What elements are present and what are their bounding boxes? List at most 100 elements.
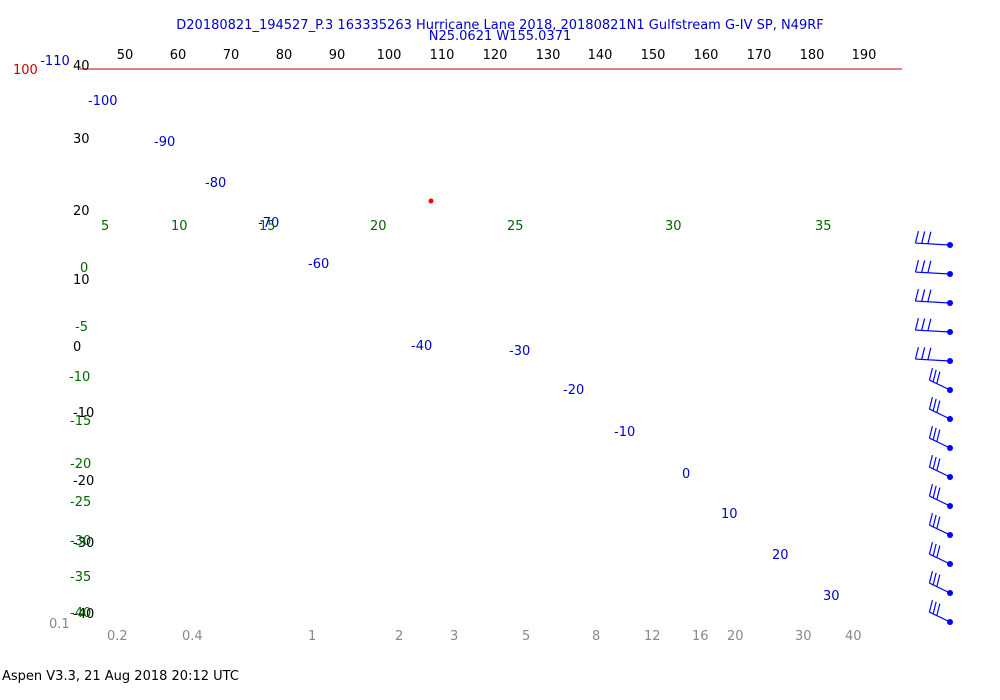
wind-barb [928, 454, 953, 480]
wind-barb [914, 346, 953, 364]
moist-adiabat-label: 15 [259, 219, 276, 234]
wind-barb-feather [921, 347, 926, 360]
wind-barb [928, 599, 953, 625]
wind-barb-feather [928, 541, 934, 555]
wind-barb-shaft [915, 242, 951, 246]
left-temp-label: -20 [73, 474, 94, 489]
isotherm-label: 20 [772, 548, 789, 563]
top-temp-label: 50 [117, 48, 134, 63]
dry-adiabat-label: -35 [70, 570, 91, 585]
chart-subtitle: N25.0621 W155.0371 [429, 29, 572, 44]
moist-adiabat-label: 20 [370, 219, 387, 234]
isotherm-label: -70 [258, 216, 279, 231]
dry-adiabat-label: -20 [70, 457, 91, 472]
wind-barb-feather [932, 456, 937, 470]
isotherm-label: -30 [509, 344, 530, 359]
wind-barb-feather [928, 570, 934, 584]
wind-barb-feather [928, 396, 934, 410]
dry-adiabat-label: -5 [75, 320, 88, 335]
wind-barb-shaft [929, 611, 951, 623]
isotherm-label: -20 [563, 383, 584, 398]
mixing-ratio-label: 3 [450, 629, 458, 644]
mixing-ratio-label: 2 [395, 629, 403, 644]
isotherm-label: 0 [682, 467, 690, 482]
wind-barb-feather [914, 288, 920, 302]
wind-barb-feather [914, 230, 920, 244]
wind-barb-feather [927, 318, 932, 331]
wind-barb-shaft [915, 300, 951, 304]
mixing-ratio-label: 0.4 [182, 629, 203, 644]
wind-barb-feather [928, 483, 934, 497]
wind-barb-shaft [929, 524, 951, 536]
wind-barb-feather [927, 347, 932, 360]
marker-dot [428, 198, 434, 204]
wind-barb-shaft [929, 466, 951, 478]
wind-barb-feather [936, 516, 941, 529]
mixing-ratio-label: 16 [692, 629, 709, 644]
wind-barb-feather [927, 231, 932, 244]
isotherm-label: -90 [154, 135, 175, 150]
dry-adiabat-label: 0 [80, 261, 88, 276]
wind-barb-feather [936, 545, 941, 558]
left-temp-label: 10 [73, 273, 90, 288]
wind-barb-feather [932, 601, 937, 615]
wind-barb [914, 288, 953, 306]
moist-adiabat-label: 10 [171, 219, 188, 234]
mixing-ratio-label: 20 [727, 629, 744, 644]
top-temp-label: 80 [276, 48, 293, 63]
wind-barb-shaft [929, 495, 951, 507]
isotherm-label: -100 [88, 94, 118, 109]
footer-text: Aspen V3.3, 21 Aug 2018 20:12 UTC [2, 669, 239, 684]
mixing-ratio-label: 5 [522, 629, 530, 644]
wind-barb-feather [921, 289, 926, 302]
wind-barb-feather [932, 543, 937, 557]
wind-barb-feather [928, 512, 934, 526]
top-temp-label: 110 [430, 48, 455, 63]
left-temp-label: 30 [73, 132, 90, 147]
wind-barb [928, 425, 953, 451]
dry-adiabat-label: -15 [70, 414, 91, 429]
moist-adiabat-label: 5 [101, 219, 109, 234]
wind-barb-feather [936, 487, 941, 500]
mixing-ratio-label: 0.1 [49, 617, 70, 632]
wind-barb-feather [936, 603, 941, 616]
left-temp-label: 40 [73, 59, 90, 74]
left-temp-label: -40 [73, 607, 94, 622]
wind-barbs [914, 230, 953, 625]
wind-barb-shaft [929, 379, 951, 391]
wind-barb-feather [928, 367, 934, 381]
moist-adiabat-label: 25 [507, 219, 524, 234]
dry-adiabat-label: -40 [70, 606, 91, 621]
wind-barb-shaft [915, 271, 951, 275]
grid-lines [80, 68, 902, 70]
top-temp-label: 140 [588, 48, 613, 63]
wind-barb [928, 541, 953, 567]
wind-barb-feather [921, 260, 926, 273]
dry-adiabat-label: -10 [69, 370, 90, 385]
wind-barb-feather [928, 425, 934, 439]
wind-barb-feather [936, 429, 941, 442]
isobar-label: 100 [13, 63, 38, 78]
top-temp-label: 130 [536, 48, 561, 63]
wind-barb-feather [927, 260, 932, 273]
isotherm-label: -60 [308, 257, 329, 272]
wind-barb-feather [914, 346, 920, 360]
top-temp-label: 70 [223, 48, 240, 63]
moist-adiabat-label: 30 [665, 219, 682, 234]
wind-barb [928, 396, 953, 422]
left-temp-label: 20 [73, 204, 90, 219]
wind-barb-feather [936, 371, 941, 384]
top-temp-label: 150 [641, 48, 666, 63]
wind-barb [928, 570, 953, 596]
mixing-ratio-label: 0.2 [107, 629, 128, 644]
wind-barb-shaft [929, 553, 951, 565]
wind-barb [914, 230, 953, 248]
wind-barb-feather [932, 427, 937, 441]
wind-barb-feather [932, 572, 937, 586]
mixing-ratio-label: 30 [795, 629, 812, 644]
top-temp-label: -110 [40, 54, 70, 69]
left-temp-label: 0 [73, 340, 81, 355]
wind-barb-feather [932, 398, 937, 412]
wind-barb-feather [936, 574, 941, 587]
wind-barb-shaft [929, 437, 951, 449]
